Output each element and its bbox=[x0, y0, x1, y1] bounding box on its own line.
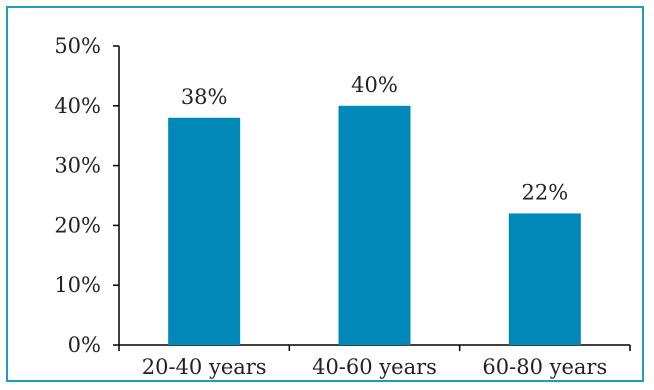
y-axis-tick-label: 10% bbox=[54, 273, 101, 297]
bar-value-label: 40% bbox=[351, 73, 398, 97]
category-labels: 20-40 years 40-60 years 60-80 years bbox=[142, 355, 608, 379]
y-axis-tick-label: 0% bbox=[68, 333, 101, 357]
plot-area: 0% 10% 20% 30% 40% 50% 38% 40% 22% 20-40 years 4… bbox=[54, 34, 631, 379]
x-axis-ticks bbox=[118, 345, 631, 351]
y-axis-labels: 0% 10% 20% 30% 40% 50% bbox=[54, 34, 101, 357]
y-axis-ticks bbox=[113, 45, 119, 346]
bar-20-40-years bbox=[168, 117, 241, 345]
x-axis-category-label: 20-40 years bbox=[142, 355, 267, 379]
x-axis-category-label: 60-80 years bbox=[482, 355, 607, 379]
y-axis-tick-label: 30% bbox=[54, 154, 101, 178]
y-axis-tick-label: 40% bbox=[54, 94, 101, 118]
x-axis-category-label: 40-60 years bbox=[312, 355, 437, 379]
y-axis-tick-label: 50% bbox=[54, 34, 101, 58]
bar-value-label: 38% bbox=[181, 85, 228, 109]
bar-40-60-years bbox=[338, 105, 411, 345]
y-axis-tick-label: 20% bbox=[54, 213, 101, 237]
bar-60-80-years bbox=[508, 213, 581, 345]
bar-value-label: 22% bbox=[521, 180, 568, 204]
data-labels: 38% 40% 22% bbox=[181, 73, 568, 205]
bars bbox=[168, 105, 581, 345]
